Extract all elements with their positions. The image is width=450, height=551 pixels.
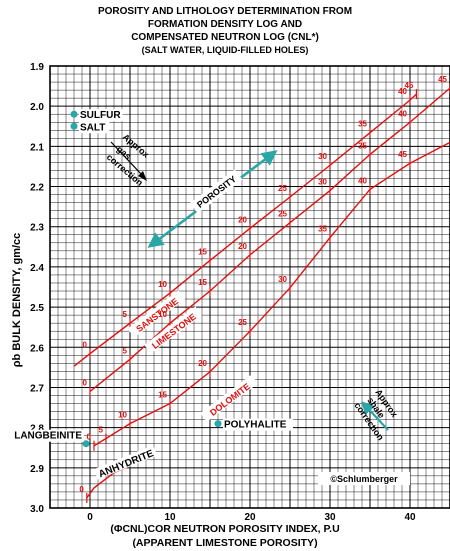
mineral-label: SALT	[80, 122, 105, 133]
rock-label-bg	[127, 290, 186, 338]
x-axis-label: (ΦCNL)COR NEUTRON POROSITY INDEX, P.U	[110, 523, 339, 535]
porosity-label: 15	[198, 278, 207, 287]
chart-title-line2: FORMATION DENSITY LOG AND	[148, 19, 302, 30]
gas-correction-annotation: Approx gas correction	[105, 132, 152, 188]
porosity-label: POROSITY	[195, 174, 238, 210]
porosity-label: 25	[278, 210, 287, 219]
porosity-label: 0	[87, 433, 92, 442]
mineral-label-bg	[79, 109, 123, 122]
porosity-label: 30	[278, 275, 287, 284]
porosity-label-bg	[190, 169, 243, 214]
porosity-label: 15	[158, 391, 167, 400]
porosity-label: 10	[158, 280, 167, 289]
rock-label: DOLOMITE	[208, 381, 252, 418]
porosity-label: 15	[198, 247, 207, 256]
rock-label-bg	[93, 445, 158, 480]
porosity-label: 45	[404, 81, 413, 90]
porosity-label: 35	[358, 141, 367, 150]
y-tick-label: 2.1	[30, 142, 44, 153]
porosity-label: 40	[398, 87, 407, 96]
x-tick-label: 0	[87, 512, 93, 523]
porosity-arrow: POROSITY	[147, 150, 278, 248]
chart-subtitle: (SALT WATER, LIQUID-FILLED HOLES)	[142, 45, 309, 55]
mineral-label: LANGBEINITE	[14, 431, 82, 442]
x-tick-label: 40	[404, 512, 416, 523]
y-axis-label: ρb BULK DENSITY, gm/cc	[11, 233, 23, 368]
y-tick-label: 3.0	[30, 504, 44, 515]
series-line	[93, 141, 450, 447]
mineral-label-bg	[223, 418, 293, 431]
porosity-label: 0	[83, 341, 88, 350]
porosity-label: 0	[79, 485, 84, 494]
mineral-point	[214, 420, 222, 428]
porosity-label: 30	[318, 178, 327, 187]
x-tick-label: 10	[164, 512, 176, 523]
porosity-label: 5	[123, 310, 128, 319]
porosity-label: 10	[118, 411, 127, 420]
copyright-bg	[318, 472, 410, 485]
y-tick-label: 2.9	[30, 464, 44, 475]
grid	[49, 65, 450, 509]
x-tick-label: 30	[324, 512, 336, 523]
porosity-label: 40	[358, 176, 367, 185]
porosity-label: 5	[99, 425, 104, 434]
y-tick-label: 2.3	[30, 223, 44, 234]
porosity-label: 35	[358, 120, 367, 129]
plot-frame	[49, 65, 450, 509]
y-tick-labels: 1.9 2.0 2.1 2.2 2.3 2.4 2.5 2.6 2.7 2.8 2.9 3.0	[30, 62, 44, 515]
porosity-label: 30	[318, 152, 327, 161]
shale-correction-arrow	[361, 401, 389, 431]
porosity-label: 20	[238, 242, 247, 251]
porosity-label: 40	[398, 109, 407, 118]
chart-title-line3: COMPENSATED NEUTRON LOG (CNL*)	[131, 32, 319, 43]
mineral-point	[70, 110, 78, 118]
mineral-label-bg	[7, 429, 84, 442]
y-tick-label: 2.7	[30, 383, 44, 394]
y-tick-label: 1.9	[30, 62, 44, 73]
porosity-label: 10	[158, 310, 167, 319]
x-tick-label: 20	[244, 512, 256, 523]
mineral-label: POLYHALITE	[224, 420, 287, 431]
rock-label-bg	[200, 374, 258, 422]
y-tick-label: 2.5	[30, 303, 44, 314]
gas-correction-line	[110, 141, 143, 176]
porosity-label: 45	[438, 75, 447, 84]
mineral-label: SULFUR	[80, 110, 121, 121]
porosity-label: 20	[198, 359, 207, 368]
y-tick-label: 2.4	[30, 263, 44, 274]
y-tick-label: 2.8	[30, 424, 44, 435]
porosity-label: 45	[398, 150, 407, 159]
series-line	[89, 87, 450, 393]
porosity-label: 35	[318, 225, 327, 234]
porosity-label: 0	[83, 378, 88, 387]
copyright-text: ©Schlumberger	[330, 474, 398, 484]
x-axis-label-line2: (APPARENT LIMESTONE POROSITY)	[132, 537, 317, 549]
rock-label-bg	[144, 306, 202, 354]
chart-title: POROSITY AND LITHOLOGY DETERMINATION FRO…	[98, 6, 352, 17]
porosity-label: 25	[238, 318, 247, 327]
mineral-point	[82, 440, 90, 448]
porosity-label: 5	[123, 346, 128, 355]
y-tick-label: 2.0	[30, 102, 44, 113]
mineral-point	[70, 122, 78, 130]
porosity-label: 20	[238, 215, 247, 224]
porosity-label: 25	[278, 184, 287, 193]
y-tick-label: 2.6	[30, 343, 44, 354]
gas-correction-arrowhead	[138, 171, 147, 181]
x-tick-labels: 0 10 20 30 40	[87, 512, 416, 523]
mineral-label-bg	[79, 121, 110, 134]
y-tick-label: 2.2	[30, 183, 44, 194]
